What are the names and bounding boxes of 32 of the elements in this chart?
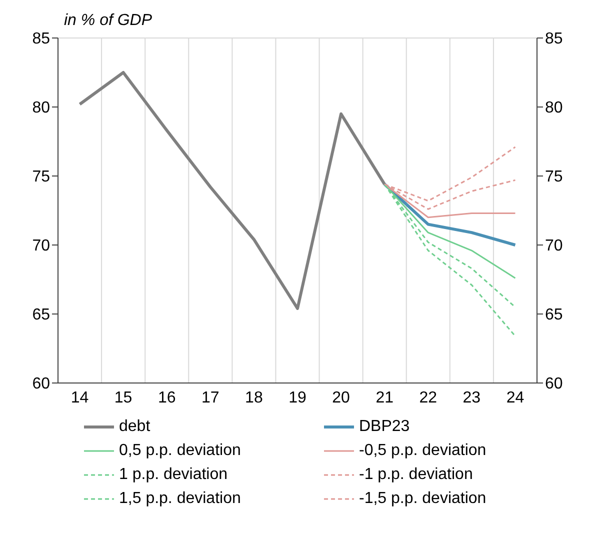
- x-tick-label: 19: [288, 389, 306, 406]
- y2-tick-label: 75: [545, 168, 563, 186]
- legend-label: -1 p.p. deviation: [359, 466, 473, 484]
- y2-tick-label: 70: [545, 238, 563, 255]
- y-tick-label: 75: [32, 168, 50, 186]
- x-tick-label: 16: [158, 389, 176, 406]
- legend-label: 1 p.p. deviation: [119, 466, 228, 484]
- x-tick-label: 23: [462, 389, 481, 406]
- legend-label: -1,5 p.p. deviation: [359, 490, 486, 508]
- x-tick-label: 18: [245, 389, 263, 406]
- x-tick-label: 17: [202, 389, 220, 406]
- x-tick-label: 20: [332, 389, 350, 406]
- legend-label: debt: [119, 418, 150, 436]
- y2-tick-label: 80: [545, 100, 563, 117]
- legend-label: 0,5 p.p. deviation: [119, 442, 241, 460]
- x-tick-label: 21: [376, 389, 394, 406]
- y-tick-label: 60: [32, 376, 50, 393]
- y-tick-label: 65: [32, 306, 50, 324]
- y-tick-label: 85: [32, 30, 50, 48]
- y-axis-title: in % of GDP: [64, 12, 152, 30]
- y2-tick-label: 65: [545, 306, 563, 324]
- x-tick-label: 14: [70, 389, 89, 406]
- y2-tick-label: 60: [545, 376, 563, 393]
- legend-label: -0,5 p.p. deviation: [359, 442, 486, 460]
- x-tick-label: 22: [419, 389, 438, 406]
- legend-label: 1,5 p.p. deviation: [119, 490, 241, 508]
- y2-tick-label: 85: [545, 30, 563, 48]
- x-tick-label: 24: [506, 389, 524, 406]
- y-tick-label: 70: [32, 238, 50, 255]
- legend-label: DBP23: [359, 418, 410, 436]
- y-tick-label: 80: [32, 100, 50, 117]
- x-tick-label: 15: [114, 389, 132, 406]
